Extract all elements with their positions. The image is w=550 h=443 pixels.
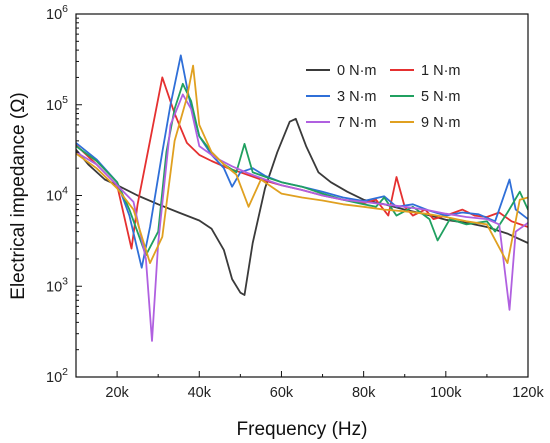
legend-label: 7 N·m [337,115,376,131]
legend-item: 9 N·m [390,115,460,131]
ticks-layer: 20k 40k 60k 80k 100k 120k 102 103 104 105 106 [46,3,544,401]
legend-item: 7 N·m [306,115,376,131]
series-line-3 [76,82,528,257]
y-tick-label: 104 [46,185,68,205]
legend-label: 9 N·m [421,115,460,131]
legend-label: 1 N·m [421,63,460,79]
y-tick-label: 106 [46,3,68,23]
legend-item: 3 N·m [306,89,376,105]
legend-label: 3 N·m [337,89,376,105]
legend-label: 5 N·m [421,89,460,105]
legend-item: 5 N·m [390,89,460,105]
y-tick-label: 103 [46,275,68,295]
y-axis-title: Electrical impedance (Ω) [8,92,29,299]
x-tick-label: 20k [105,385,129,401]
y-tick-label: 105 [46,94,68,114]
legend-item: 1 N·m [390,63,460,79]
legend-item: 0 N·m [306,63,376,79]
x-tick-label: 60k [270,385,294,401]
y-tick-label: 102 [46,366,68,386]
x-tick-label: 100k [430,385,462,401]
series-line-5 [76,64,528,264]
x-tick-label: 120k [512,385,544,401]
series-line-0 [76,117,528,296]
x-axis-title: Frequency (Hz) [237,419,368,440]
series-line-2 [76,54,528,269]
legend-label: 0 N·m [337,63,376,79]
series-layer [76,54,528,342]
x-tick-label: 40k [188,385,212,401]
series-line-4 [76,93,528,342]
x-tick-label: 80k [352,385,376,401]
legend: 0 N·m 1 N·m 3 N·m 5 N·m 7 N·m 9 N·m [306,63,460,131]
